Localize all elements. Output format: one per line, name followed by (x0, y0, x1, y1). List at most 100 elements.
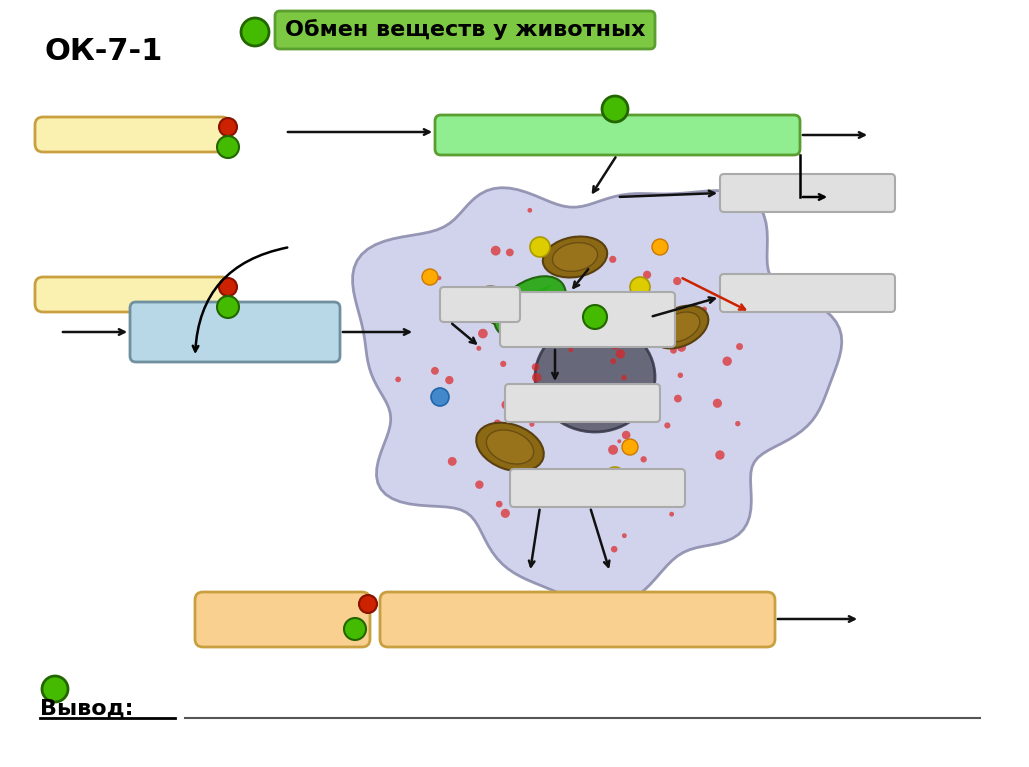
Circle shape (669, 484, 675, 490)
Circle shape (553, 391, 562, 400)
Circle shape (241, 18, 269, 46)
Circle shape (622, 533, 627, 538)
Circle shape (602, 96, 628, 122)
Circle shape (395, 377, 401, 382)
Circle shape (476, 346, 482, 351)
Circle shape (437, 276, 441, 280)
Circle shape (568, 347, 573, 352)
Circle shape (501, 400, 510, 410)
Ellipse shape (483, 293, 518, 321)
Circle shape (592, 476, 601, 485)
Circle shape (496, 446, 506, 456)
Circle shape (640, 456, 647, 463)
Circle shape (596, 401, 602, 407)
Ellipse shape (494, 276, 566, 337)
Circle shape (530, 237, 549, 257)
Ellipse shape (487, 430, 534, 464)
Circle shape (735, 421, 741, 426)
Circle shape (501, 509, 510, 518)
Circle shape (609, 255, 616, 263)
Circle shape (597, 413, 604, 420)
Circle shape (359, 595, 377, 613)
Circle shape (496, 501, 502, 508)
Circle shape (767, 279, 783, 295)
FancyBboxPatch shape (380, 592, 775, 647)
Circle shape (630, 277, 650, 297)
Circle shape (622, 431, 631, 439)
Circle shape (677, 343, 686, 352)
Circle shape (583, 305, 607, 329)
Circle shape (344, 618, 366, 640)
Circle shape (665, 423, 671, 429)
Circle shape (219, 118, 237, 136)
FancyBboxPatch shape (720, 274, 895, 312)
Circle shape (219, 278, 237, 296)
Circle shape (670, 347, 677, 354)
Ellipse shape (535, 322, 655, 432)
Ellipse shape (661, 312, 700, 342)
Circle shape (491, 245, 501, 255)
Circle shape (722, 357, 732, 366)
Circle shape (746, 306, 750, 310)
Circle shape (489, 426, 493, 430)
Ellipse shape (553, 242, 598, 272)
Circle shape (643, 271, 651, 279)
Circle shape (617, 439, 622, 443)
FancyBboxPatch shape (720, 174, 895, 212)
Circle shape (524, 320, 531, 327)
Circle shape (529, 422, 534, 426)
Circle shape (475, 480, 484, 489)
Circle shape (652, 239, 668, 255)
Circle shape (678, 373, 683, 378)
Circle shape (551, 323, 559, 331)
Circle shape (500, 360, 506, 367)
FancyBboxPatch shape (35, 277, 230, 312)
Circle shape (713, 399, 722, 408)
FancyBboxPatch shape (505, 384, 660, 422)
Circle shape (532, 373, 541, 382)
Circle shape (673, 277, 681, 285)
Circle shape (42, 676, 68, 702)
Circle shape (736, 343, 743, 350)
Circle shape (610, 298, 614, 303)
Circle shape (605, 467, 625, 487)
Circle shape (715, 450, 724, 459)
Circle shape (669, 512, 674, 516)
Circle shape (467, 314, 475, 322)
Circle shape (494, 420, 501, 427)
Circle shape (611, 546, 617, 552)
FancyBboxPatch shape (440, 287, 520, 322)
Circle shape (573, 305, 582, 315)
Circle shape (506, 249, 513, 256)
Circle shape (588, 242, 595, 250)
Ellipse shape (543, 236, 607, 278)
Circle shape (615, 349, 626, 359)
Circle shape (613, 304, 619, 310)
FancyBboxPatch shape (275, 11, 655, 49)
Circle shape (532, 364, 539, 370)
Circle shape (217, 136, 239, 158)
Circle shape (478, 329, 488, 338)
FancyBboxPatch shape (196, 592, 370, 647)
Circle shape (644, 293, 652, 301)
Circle shape (547, 400, 554, 406)
Circle shape (604, 338, 611, 346)
FancyBboxPatch shape (130, 302, 340, 362)
Circle shape (566, 413, 571, 418)
Circle shape (702, 307, 707, 312)
FancyBboxPatch shape (500, 292, 675, 347)
Circle shape (422, 269, 438, 285)
Circle shape (518, 403, 523, 409)
Text: Обмен веществ у животных: Обмен веществ у животных (285, 19, 645, 41)
FancyBboxPatch shape (35, 117, 230, 152)
Circle shape (636, 385, 644, 393)
Circle shape (528, 208, 532, 212)
FancyBboxPatch shape (510, 469, 685, 507)
Circle shape (431, 367, 439, 375)
Circle shape (622, 439, 638, 455)
Ellipse shape (651, 305, 708, 348)
Circle shape (535, 402, 555, 422)
Circle shape (510, 475, 519, 483)
Circle shape (575, 401, 581, 407)
Circle shape (610, 358, 616, 364)
